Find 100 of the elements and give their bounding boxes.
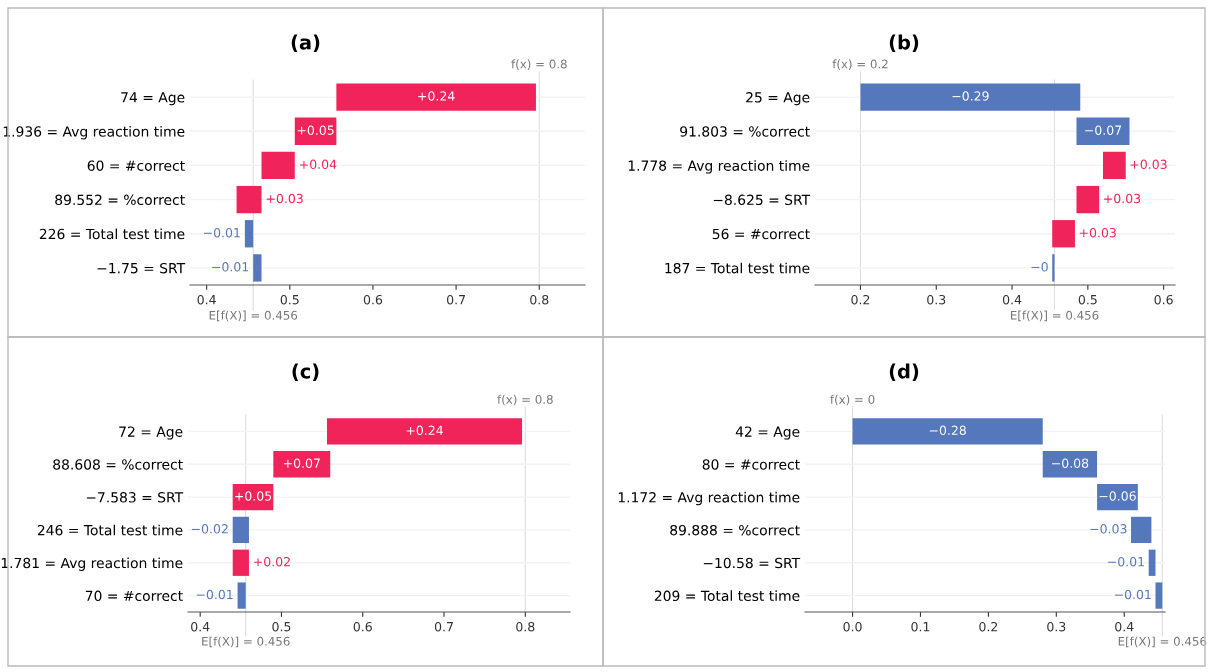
x-tick-label: 0.5	[1078, 294, 1097, 305]
bar	[1131, 516, 1152, 544]
x-tick-label: 0.3	[927, 294, 946, 305]
chart-title: (b)	[889, 34, 919, 52]
bar	[1155, 582, 1163, 609]
data-label: −0.01	[203, 227, 240, 238]
bar	[232, 483, 274, 511]
data-label: −0	[1031, 262, 1048, 272]
data-label: +0.24	[418, 91, 455, 101]
y-tick-label: 72 = Age	[119, 426, 183, 440]
bar	[236, 185, 262, 214]
data-label: +0.05	[297, 125, 334, 135]
bar	[1103, 151, 1126, 180]
bar	[860, 83, 1081, 111]
x-tick-label: 0.1	[911, 621, 930, 632]
y-tick-label: 88.608 = %correct	[53, 459, 183, 470]
y-tick-label: 89.888 = %correct	[670, 524, 800, 536]
data-label: −0.29	[952, 91, 989, 101]
x-tick-label: 0.3	[1047, 621, 1066, 632]
y-tick-label: −10.58 = SRT	[703, 557, 801, 569]
bar	[852, 418, 1043, 445]
y-tick-label: 1.781 = Avg reaction time	[1, 557, 183, 571]
x-tick-label: 0.5	[272, 621, 291, 632]
data-label: −0.07	[1085, 125, 1122, 135]
x-tick-label: 0.4	[1115, 621, 1134, 632]
y-tick-label: 25 = Age	[746, 92, 810, 106]
bar	[261, 151, 295, 180]
x-tick-label: 0.4	[1002, 294, 1022, 305]
x-tick-label: 0.6	[363, 294, 383, 305]
data-label: −0.28	[929, 425, 966, 436]
y-tick-label: 209 = Total test time	[654, 590, 800, 602]
x-tick-label: 0.2	[851, 294, 870, 305]
y-tick-label: 226 = Total test time	[39, 228, 185, 240]
ref-line-label: f(x) = 0.2	[832, 59, 888, 70]
chart-title: (a)	[291, 34, 320, 52]
bar	[1042, 451, 1098, 478]
bar	[1052, 220, 1075, 248]
y-tick-label: 1.172 = Avg reaction time	[618, 491, 800, 506]
ref-line-label: E[f(X)] = 0.456	[209, 310, 298, 322]
x-tick-label: 0.4	[197, 294, 216, 305]
ref-line-label: E[f(X)] = 0.456	[202, 636, 290, 648]
y-tick-label: 74 = Age	[121, 92, 185, 106]
chart-title: (c)	[292, 363, 319, 381]
y-tick-label: 70 = #correct	[85, 590, 183, 602]
bar	[273, 451, 331, 478]
y-tick-label: 91.803 = %correct	[680, 126, 810, 137]
bar	[336, 83, 536, 111]
y-tick-label: 187 = Total test time	[665, 262, 810, 274]
data-label: +0.03	[1130, 159, 1167, 170]
data-label: −0.01	[196, 589, 233, 600]
ref-line-label: E[f(X)] = 0.456	[1118, 636, 1207, 648]
x-tick-label: 0.7	[446, 294, 465, 305]
data-label: +0.07	[283, 458, 320, 468]
data-label: +0.03	[1079, 227, 1116, 238]
y-tick-label: 1.936 = Avg reaction time	[3, 125, 185, 140]
bar	[1076, 185, 1100, 214]
data-label: −0.08	[1052, 458, 1089, 468]
ref-line-label: f(x) = 0.8	[511, 59, 567, 70]
data-label: +0.03	[1104, 193, 1141, 204]
bar	[253, 254, 262, 282]
bar	[237, 582, 246, 609]
x-tick-label: 0.2	[979, 621, 998, 632]
y-tick-label: 60 = #correct	[87, 160, 185, 171]
bar	[326, 418, 523, 445]
data-label: −0.01	[212, 262, 249, 272]
ref-line-label: E[f(X)] = 0.456	[1010, 310, 1099, 322]
bar	[232, 549, 249, 576]
bar	[294, 117, 337, 145]
data-label: +0.04	[300, 159, 337, 170]
x-tick-label: 0.7	[434, 621, 453, 632]
y-tick-label: 42 = Age	[735, 426, 800, 440]
x-tick-label: 0.8	[530, 294, 549, 305]
data-label: −0.01	[1114, 589, 1151, 600]
y-tick-label: 246 = Total test time	[37, 524, 183, 536]
data-label: +0.03	[266, 193, 303, 204]
data-label: −0.03	[1090, 524, 1127, 534]
data-label: +0.05	[235, 491, 272, 501]
data-label: +0.24	[406, 425, 443, 436]
x-tick-label: 0.5	[280, 294, 299, 305]
x-tick-label: 0.0	[843, 621, 862, 632]
bar	[1076, 117, 1130, 145]
y-tick-label: −7.583 = SRT	[86, 492, 184, 503]
bar	[1097, 483, 1138, 511]
bar	[244, 220, 254, 248]
data-label: −0.06	[1099, 491, 1136, 501]
ref-line-label: f(x) = 0	[830, 394, 875, 406]
data-label: −0.02	[191, 524, 228, 534]
x-tick-label: 0.6	[353, 621, 372, 632]
x-tick-label: 0.6	[1154, 294, 1173, 305]
y-tick-label: −8.625 = SRT	[713, 194, 811, 206]
y-tick-label: 1.778 = Avg reaction time	[628, 160, 810, 174]
y-tick-label: 80 = #correct	[702, 459, 800, 470]
bar	[232, 516, 249, 544]
ref-line-label: f(x) = 0.8	[497, 394, 553, 406]
y-tick-label: −1.75 = SRT	[97, 262, 186, 274]
y-tick-label: 89.552 = %correct	[55, 194, 185, 206]
x-tick-label: 0.8	[516, 621, 535, 632]
y-tick-label: 56 = #correct	[712, 228, 810, 240]
bar	[1052, 254, 1055, 282]
data-label: −0.01	[1108, 556, 1144, 567]
